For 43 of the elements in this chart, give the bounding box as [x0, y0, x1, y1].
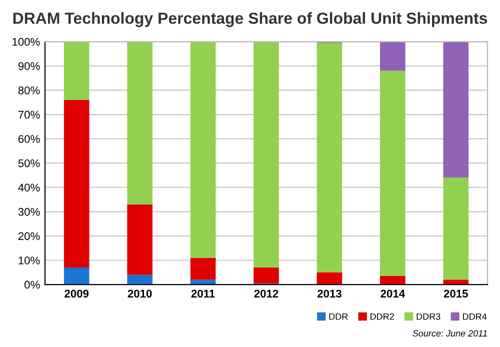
y-tick-label: 10% [18, 256, 40, 264]
bar [443, 42, 469, 178]
bar [190, 280, 216, 285]
bar [316, 42, 342, 272]
bar [127, 274, 152, 285]
bar [127, 204, 152, 275]
x-tick-label: 2011 [191, 290, 215, 298]
bar [127, 42, 152, 204]
chart-title: DRAM Technology Percentage Share of Global Unit Shipments [13, 12, 488, 28]
x-tick-label: 2013 [317, 290, 342, 298]
x-tick-label: 2015 [444, 290, 468, 298]
y-tick-label: 20% [18, 232, 40, 240]
bar [64, 100, 90, 268]
x-tick-label: 2014 [380, 290, 405, 298]
bar [190, 258, 216, 280]
legend-label: DDR [329, 313, 348, 320]
y-tick-label: 30% [18, 208, 40, 216]
y-tick-label: 70% [18, 110, 40, 119]
legend-label: DDR3 [416, 313, 440, 320]
source-note: Source: June 2011 [412, 330, 487, 337]
y-tick-label: 40% [18, 184, 40, 192]
bar [443, 280, 469, 285]
bar [64, 42, 90, 100]
y-tick-label: 0% [24, 280, 40, 289]
bar [380, 42, 406, 71]
bar [254, 268, 279, 284]
y-tick-label: 50% [18, 159, 40, 168]
bar [190, 42, 216, 258]
y-tick-label: 60% [18, 135, 40, 143]
bar [316, 272, 342, 285]
y-tick-label: 100% [12, 38, 40, 46]
y-tick-label: 90% [18, 62, 40, 70]
y-tick-label: 80% [18, 86, 40, 94]
bar [380, 70, 406, 276]
bar [64, 268, 90, 285]
legend-label: DDR2 [370, 313, 394, 320]
x-tick-label: 2009 [64, 290, 89, 298]
bar [380, 276, 406, 285]
legend-label: DDR4 [463, 313, 487, 320]
x-tick-label: 2012 [254, 290, 278, 298]
bar [254, 42, 279, 268]
x-tick-label: 2010 [128, 290, 152, 298]
bar [443, 178, 469, 280]
